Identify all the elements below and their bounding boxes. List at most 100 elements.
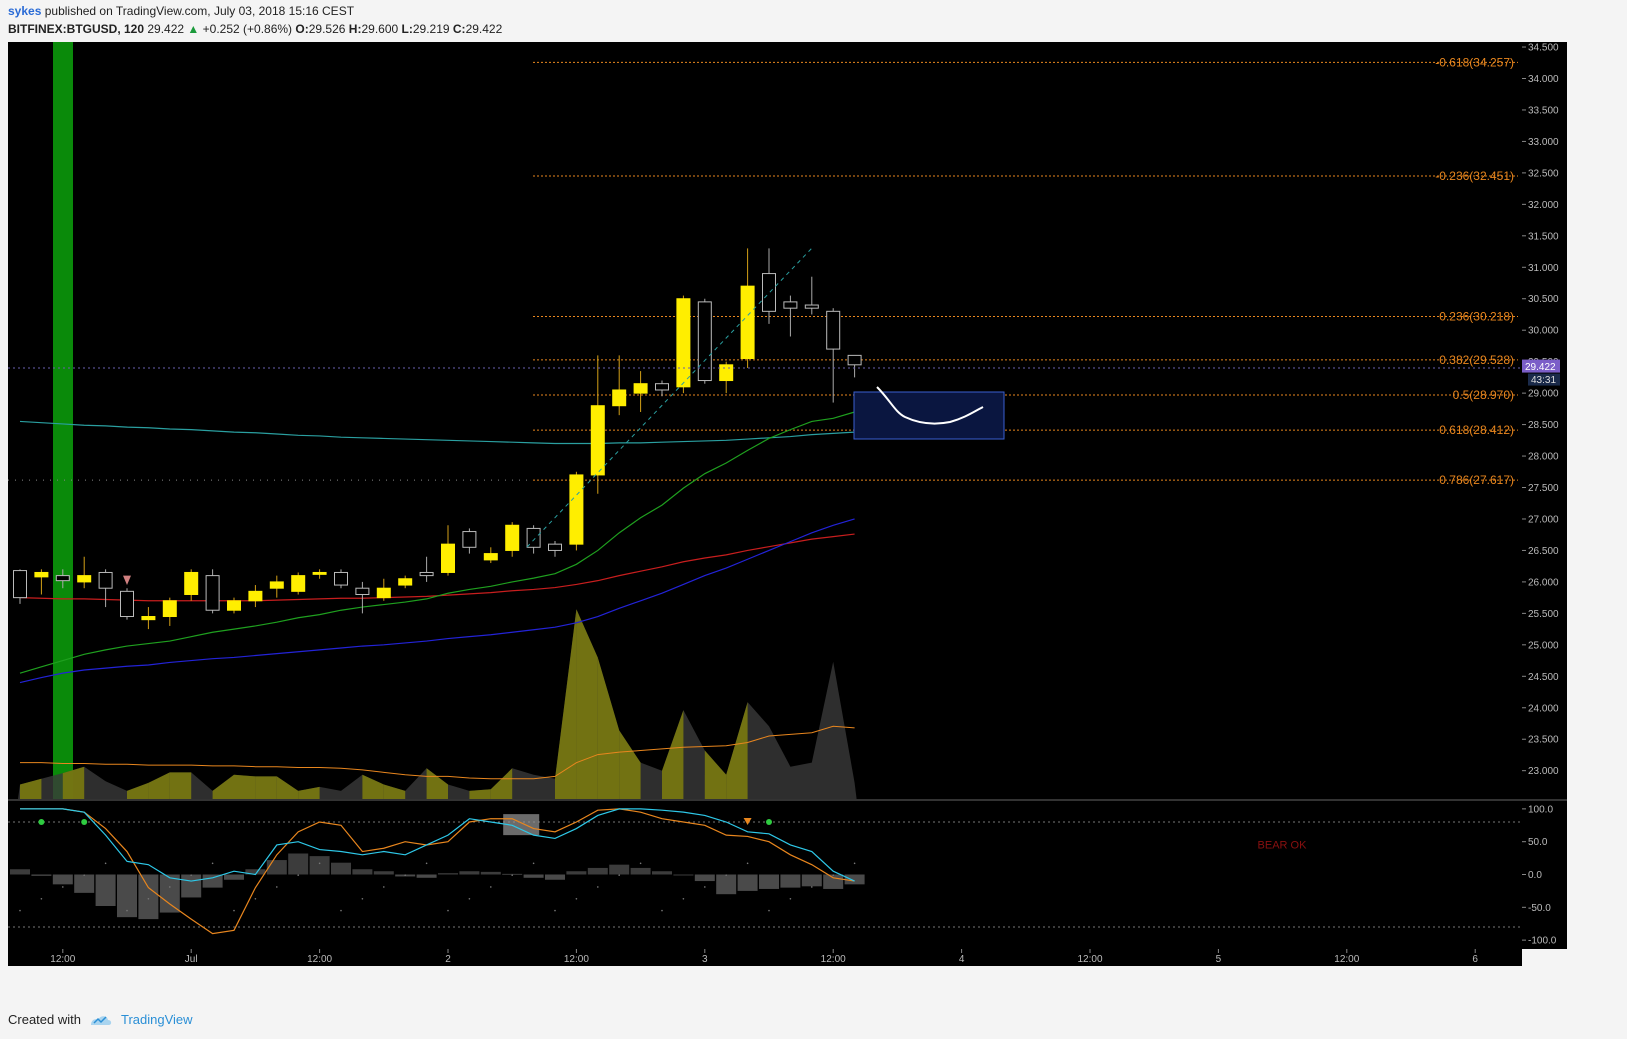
candle-body	[505, 524, 520, 551]
candle-body	[548, 543, 562, 551]
osc-histogram-bar	[737, 874, 758, 891]
target-box[interactable]	[853, 391, 1005, 440]
osc-dot	[597, 886, 599, 888]
osc-histogram-bar	[373, 871, 394, 875]
osc-dot	[447, 909, 449, 912]
osc-slow-line	[20, 808, 855, 935]
osc-histogram-bar	[181, 874, 202, 898]
close-value: 29.422	[465, 22, 503, 36]
volume-ma-line	[20, 725, 855, 780]
created-with-text: Created with	[8, 1012, 81, 1027]
published-text: published on TradingView.com, July 03, 2…	[44, 4, 355, 18]
osc-histogram-bar	[694, 874, 715, 882]
osc-dot	[511, 874, 513, 876]
osc-histogram-bar	[288, 853, 309, 875]
osc-dot	[661, 909, 663, 912]
osc-histogram-bar	[309, 856, 330, 875]
time-tick-label: 12:00	[1334, 954, 1359, 965]
volume-up-segment	[212, 774, 234, 799]
price-tick-label: 32.000	[1528, 200, 1559, 211]
time-tick-label: Jul	[185, 954, 198, 965]
candle-body	[398, 578, 413, 586]
osc-histogram-bar	[352, 869, 373, 875]
symbol-label[interactable]: BITFINEX:BTGUSD, 120	[8, 22, 145, 36]
osc-histogram-bar	[716, 874, 737, 895]
osc-histogram-bar	[52, 874, 73, 885]
candle-body	[120, 590, 134, 618]
oscillator-pane: 100.0 50.0 0.0 -50.0 -100.0 BEAR OK	[8, 804, 1557, 947]
volume-up-segment	[576, 609, 598, 799]
author-link[interactable]: sykes	[8, 4, 42, 18]
osc-dot	[468, 897, 471, 900]
fib-level-label: -0.236(32.451)	[1435, 169, 1514, 183]
price-axis	[1522, 42, 1567, 949]
osc-dot	[425, 862, 428, 865]
osc-histogram-bar	[266, 860, 287, 875]
candle-body	[55, 575, 70, 582]
candle-body	[569, 474, 584, 545]
price-chart[interactable]: -0.618(34.257) -0.236(32.451) 0.236(30.218…	[0, 0, 1627, 970]
candle-body	[312, 571, 327, 575]
candle-body	[483, 553, 498, 561]
price-tick-label: 23.500	[1528, 735, 1559, 746]
candle-body	[227, 600, 241, 611]
osc-tick-label: -100.0	[1528, 936, 1557, 947]
osc-dot	[725, 874, 727, 876]
osc-fast-line	[20, 808, 855, 882]
osc-dot	[682, 897, 685, 900]
osc-histogram-bar	[844, 874, 865, 885]
low-label: L:	[401, 22, 413, 36]
osc-dot	[62, 886, 64, 888]
fib-level-label: 0.5(28.970)	[1453, 388, 1514, 402]
candle-body	[376, 587, 391, 599]
osc-dot	[639, 862, 642, 865]
chart-background	[8, 42, 1522, 949]
price-change: +0.252 (+0.86%)	[202, 22, 293, 36]
volume-area	[18, 609, 857, 799]
low-value: 29.219	[412, 22, 450, 36]
volume-up-segment	[619, 730, 641, 799]
volume-up-segment	[20, 778, 42, 799]
candle-body	[334, 571, 348, 586]
trend-line[interactable]	[526, 247, 813, 548]
osc-dot	[789, 897, 792, 900]
signal-triangle-icon	[123, 575, 131, 586]
fib-level-label: 0.786(27.617)	[1439, 473, 1514, 487]
osc-histogram-bar	[587, 867, 608, 875]
osc-dot	[404, 874, 407, 876]
price-tick-label: 34.000	[1528, 74, 1559, 85]
osc-dot	[190, 874, 192, 876]
osc-histogram-bar	[202, 874, 223, 888]
osc-histogram-bar	[480, 871, 501, 875]
volume-up-segment	[234, 774, 256, 799]
projection-curve[interactable]	[876, 386, 984, 425]
tradingview-link[interactable]: TradingView	[120, 1012, 193, 1027]
osc-histogram-bar	[224, 874, 244, 880]
price-tick-label: 27.000	[1528, 514, 1559, 525]
candle-body	[355, 587, 370, 595]
price-tick-label: 25.500	[1528, 609, 1559, 620]
volume-up-segment	[555, 609, 577, 799]
volume-up-segment	[127, 782, 149, 799]
osc-dot	[490, 886, 492, 888]
osc-signal-dot-icon	[38, 819, 45, 825]
volume-up-segment	[148, 772, 170, 799]
osc-histogram-bar	[138, 874, 159, 920]
candle-body	[804, 304, 819, 309]
osc-histogram-bar	[823, 874, 844, 889]
candle-body	[34, 571, 49, 578]
osc-tick-label: -50.0	[1528, 903, 1551, 914]
osc-dot	[126, 909, 128, 912]
last-price: 29.422	[147, 22, 185, 36]
osc-dot	[276, 886, 278, 888]
fibonacci-levels[interactable]: -0.618(34.257) -0.236(32.451) 0.236(30.218…	[8, 55, 1518, 487]
price-tick-label: 25.000	[1528, 640, 1559, 651]
osc-histogram-bar	[10, 869, 30, 875]
osc-dot	[340, 909, 342, 912]
osc-dot	[832, 874, 834, 876]
candle-body	[633, 383, 648, 394]
price-tick-label: 30.500	[1528, 294, 1559, 305]
volume-up-segment	[704, 750, 727, 799]
candle-body	[98, 571, 113, 589]
osc-histogram-bar	[438, 873, 458, 875]
